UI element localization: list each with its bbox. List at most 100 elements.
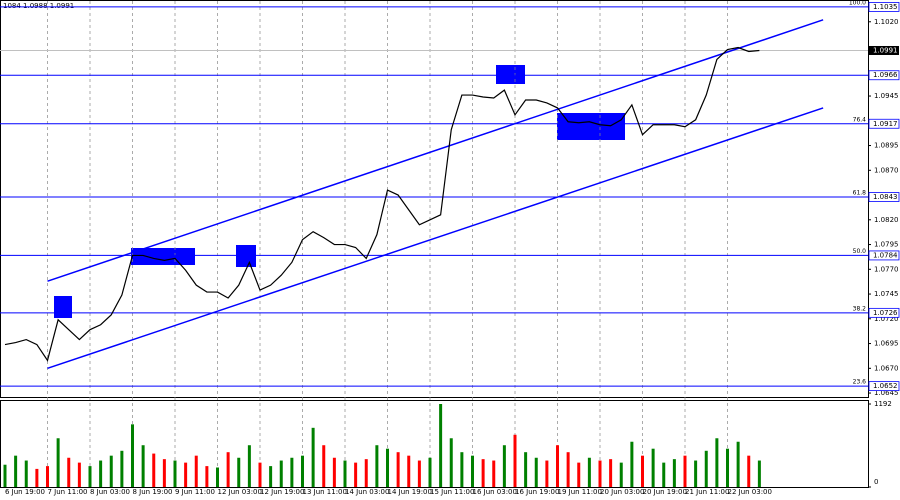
x-tick-label: 20 Jun 19:00: [643, 488, 687, 496]
zone: [236, 245, 256, 267]
volume-bar: [556, 445, 559, 487]
volume-bar: [598, 460, 602, 487]
volume-bar: [77, 462, 81, 487]
y-tick-label: 1.0645: [874, 389, 899, 397]
x-tick-label: 15 Jun 11:00: [430, 488, 474, 496]
y-tick-label: 1.1020: [874, 18, 899, 26]
volume-bar: [609, 459, 613, 487]
x-tick-label: 21 Jun 11:00: [685, 488, 729, 496]
level-price-label: 1.0652: [873, 382, 898, 390]
volume-bar: [354, 462, 358, 487]
volume-bar: [630, 441, 634, 487]
volume-bar: [566, 452, 570, 487]
y-tick-label: 1.0870: [874, 166, 899, 174]
volume-bar: [587, 457, 591, 487]
volume-bar: [439, 404, 443, 487]
volume-bar: [3, 464, 7, 487]
volume-bar: [641, 455, 644, 487]
volume-bar: [35, 468, 39, 487]
volume-bar: [492, 460, 496, 487]
volume-bar: [726, 448, 729, 487]
level-label: 61.8: [853, 190, 867, 197]
volume-bar: [513, 434, 517, 487]
volume-bar: [99, 460, 103, 487]
volume-panel-frame: [0, 400, 869, 488]
zone: [496, 65, 525, 84]
x-tick-label: 8 Jun 03:00: [90, 488, 130, 496]
y-tick-label: 1.0795: [874, 241, 899, 249]
x-tick-label: 6 Jun 19:00: [5, 488, 45, 496]
volume-bar: [311, 427, 315, 487]
zone: [54, 296, 72, 318]
y-tick-label: 0: [874, 478, 878, 486]
level-label: 50.0: [853, 248, 867, 255]
volume-bar: [67, 457, 71, 487]
volume-bar: [577, 462, 581, 487]
x-tick-label: 13 Jun 11:00: [303, 488, 347, 496]
volume-bar: [194, 455, 198, 487]
price-line: [4, 46, 760, 362]
y-tick-label: 1.0670: [874, 364, 899, 372]
y-tick-label: 1.0895: [874, 142, 899, 150]
level-price-label: 1.0966: [873, 71, 898, 79]
level-price-label: 1.0917: [873, 120, 898, 128]
volume-bar: [704, 450, 708, 487]
channel-line: [47, 19, 824, 282]
level-label: 23.6: [853, 379, 867, 386]
level-price-label: 1.0843: [873, 193, 898, 201]
level-price-box: [868, 70, 900, 81]
x-tick-label: 14 Jun 19:00: [388, 488, 432, 496]
level-label: 100.0: [849, 0, 866, 6]
volume-bar: [162, 459, 166, 487]
volume-bar: [247, 445, 251, 487]
volume-bar: [322, 445, 326, 487]
volume-bar: [269, 466, 273, 487]
volume-bar: [460, 452, 464, 487]
volume-bar: [141, 445, 145, 487]
x-tick-label: 16 Jun 03:00: [473, 488, 517, 496]
zone: [131, 248, 195, 265]
x-tick-label: 7 Jun 11:00: [48, 488, 88, 496]
volume-bar: [343, 460, 347, 487]
volume-bar: [651, 448, 655, 487]
volume-bar: [524, 452, 528, 487]
level-price-box: [868, 118, 900, 129]
channel-line: [47, 107, 824, 370]
volume-bar: [216, 467, 219, 487]
volume-bar: [237, 457, 241, 487]
volume-bar: [694, 460, 698, 487]
volume-bar: [88, 466, 92, 487]
volume-bar: [471, 455, 474, 487]
level-price-label: 1.0784: [873, 251, 898, 259]
volume-bar: [449, 438, 453, 487]
volume-bar: [502, 445, 506, 487]
current-price-box: [869, 45, 899, 55]
volume-bar: [396, 452, 400, 487]
x-tick-label: 19 Jun 11:00: [558, 488, 602, 496]
x-tick-label: 12 Jun 19:00: [260, 488, 304, 496]
volume-bar: [109, 455, 113, 487]
volume-bar: [545, 460, 549, 487]
volume-bar: [46, 466, 49, 487]
level-price-label: 1.0726: [873, 309, 898, 317]
volume-bar: [672, 459, 676, 487]
x-tick-label: 12 Jun 03:00: [218, 488, 262, 496]
x-tick-label: 8 Jun 19:00: [133, 488, 173, 496]
volume-bar: [184, 462, 188, 487]
y-tick-label: 1.0695: [874, 340, 899, 348]
volume-bar: [481, 459, 485, 487]
volume-bar: [205, 466, 209, 487]
volume-bar: [715, 438, 719, 487]
y-tick-label: 1192: [874, 400, 892, 408]
y-tick-label: 1.0945: [874, 92, 899, 100]
price-panel-frame: [0, 0, 869, 398]
level-price-box: [868, 381, 900, 392]
x-tick-label: 14 Jun 03:00: [345, 488, 389, 496]
zones: [54, 65, 625, 318]
y-tick-label: 1.0820: [874, 216, 899, 224]
level-price-label: 1.1035: [873, 3, 898, 11]
x-tick-label: 9 Jun 11:00: [175, 488, 215, 496]
x-tick-label: 22 Jun 03:00: [728, 488, 772, 496]
level-price-box: [868, 2, 900, 12]
volume-bar: [152, 453, 156, 487]
